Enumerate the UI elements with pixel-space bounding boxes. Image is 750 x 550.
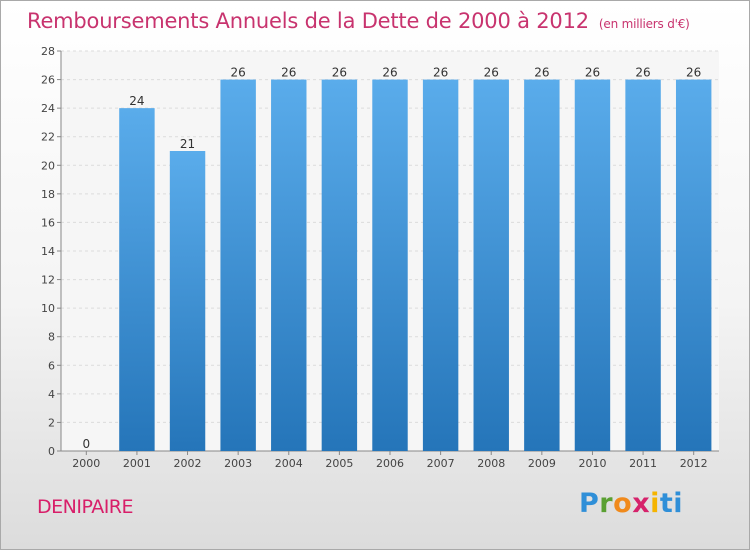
bar-value-label: 26 xyxy=(635,66,650,80)
y-tick-label: 2 xyxy=(48,416,55,429)
y-tick-label: 26 xyxy=(41,74,55,87)
bar-value-label: 26 xyxy=(231,66,246,80)
y-tick-label: 14 xyxy=(41,245,55,258)
bar xyxy=(675,79,712,452)
y-tick-label: 0 xyxy=(48,445,55,458)
bar xyxy=(422,79,459,452)
bar-value-label: 24 xyxy=(129,94,144,108)
bar xyxy=(625,79,661,452)
x-tick-label: 2003 xyxy=(224,457,252,470)
y-tick-label: 28 xyxy=(41,45,55,58)
bar xyxy=(220,79,256,452)
x-tick-label: 2010 xyxy=(578,457,606,470)
bar-value-label: 26 xyxy=(534,66,549,80)
commune-name: DENIPAIRE xyxy=(37,496,134,518)
chart-title: Remboursements Annuels de la Dette de 20… xyxy=(27,9,690,33)
x-tick-label: 2009 xyxy=(528,457,556,470)
x-tick-label: 2006 xyxy=(376,457,404,470)
y-tick-label: 8 xyxy=(48,331,55,344)
logo-letter: r xyxy=(599,488,614,519)
bar-value-label: 26 xyxy=(484,66,499,80)
logo-letter: P xyxy=(579,488,600,519)
bar-value-label: 26 xyxy=(281,66,296,80)
y-tick-label: 12 xyxy=(41,274,55,287)
bars xyxy=(119,79,712,452)
title-text: Remboursements Annuels de la Dette de 20… xyxy=(27,9,589,33)
bar-value-label: 26 xyxy=(332,66,347,80)
bar xyxy=(372,79,408,452)
bar-value-label: 21 xyxy=(180,137,195,151)
bar xyxy=(473,79,509,452)
y-tick-label: 24 xyxy=(41,102,55,115)
bar-value-label: 26 xyxy=(433,66,448,80)
x-tick-label: 2000 xyxy=(72,457,100,470)
bar xyxy=(119,108,155,452)
bar xyxy=(524,79,560,452)
logo-letter: o xyxy=(613,488,633,519)
bar-value-label: 26 xyxy=(382,66,397,80)
y-tick-label: 22 xyxy=(41,131,55,144)
unit-label: (en milliers d'€) xyxy=(598,17,690,31)
x-tick-label: 2004 xyxy=(275,457,303,470)
x-tick-label: 2002 xyxy=(174,457,202,470)
proxiti-logo: Proxiti xyxy=(579,488,683,519)
bar-value-label: 0 xyxy=(82,437,90,451)
logo-letter: i xyxy=(650,488,660,519)
x-tick-label: 2011 xyxy=(629,457,657,470)
bar-value-label: 26 xyxy=(686,66,701,80)
y-tick-label: 18 xyxy=(41,188,55,201)
x-tick-label: 2007 xyxy=(427,457,455,470)
x-tick-label: 2001 xyxy=(123,457,151,470)
bar xyxy=(574,79,611,452)
y-tick-label: 20 xyxy=(41,159,55,172)
logo-letter: x xyxy=(632,488,651,519)
bar xyxy=(169,151,206,451)
x-tick-label: 2008 xyxy=(477,457,505,470)
x-tick-label: 2005 xyxy=(325,457,353,470)
y-tick-label: 10 xyxy=(41,302,55,315)
x-tick-label: 2012 xyxy=(680,457,708,470)
y-tick-label: 6 xyxy=(48,359,55,372)
bar xyxy=(271,79,307,452)
y-tick-label: 16 xyxy=(41,216,55,229)
bar xyxy=(321,79,358,452)
logo-letter: ti xyxy=(659,488,684,519)
bar-value-label: 26 xyxy=(585,66,600,80)
labels: 0246810121416182022242628020002420012120… xyxy=(41,45,708,470)
y-tick-label: 4 xyxy=(48,388,55,401)
